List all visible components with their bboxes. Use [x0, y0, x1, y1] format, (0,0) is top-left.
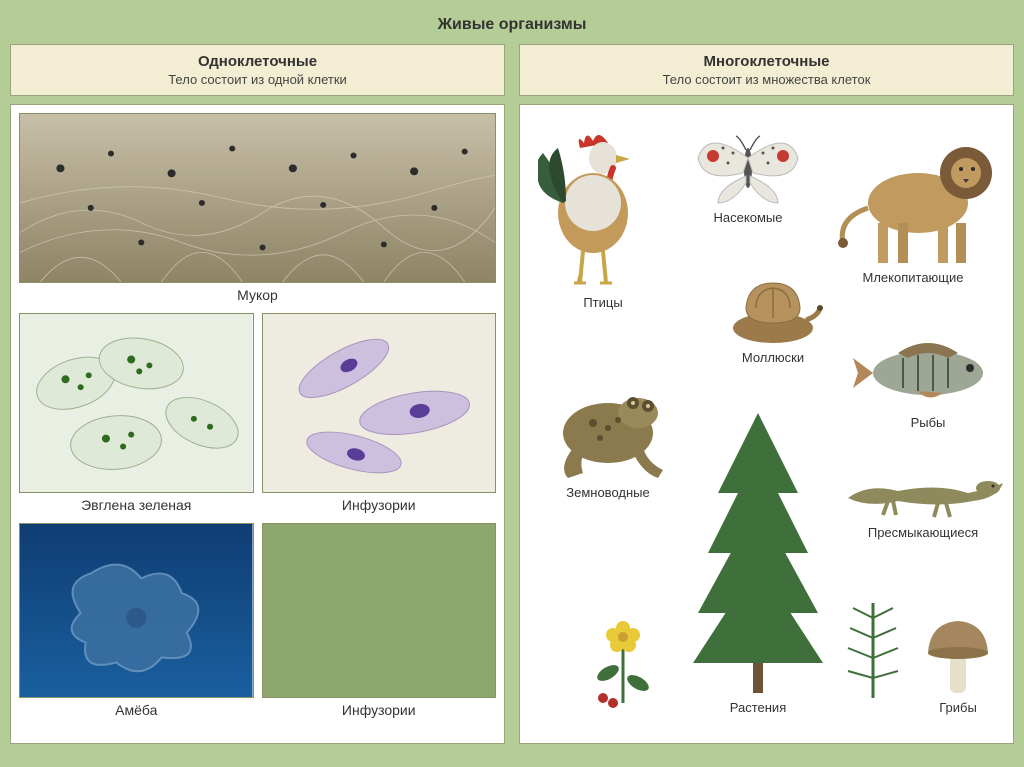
organism-flower	[583, 603, 663, 713]
infusoria-image	[262, 313, 497, 493]
left-header-title: Одноклеточные	[19, 53, 496, 70]
fish-icon	[848, 333, 1008, 413]
panel-amoeba: Амёба	[19, 523, 254, 722]
left-header-subtitle: Тело состоит из одной клетки	[19, 72, 496, 87]
organisms-scene: Птицы Насе	[528, 113, 1005, 735]
infusoria-label: Инфузории	[262, 493, 497, 517]
euglena-image	[19, 313, 254, 493]
organism-birds: Птицы	[538, 123, 668, 310]
reptiles-label: Пресмыкающиеся	[868, 525, 978, 540]
infusoria-2-label: Инфузории	[262, 698, 497, 722]
amoeba-image	[19, 523, 254, 698]
column-unicellular: Одноклеточные Тело состоит из одной клет…	[10, 44, 505, 744]
right-header-subtitle: Тело состоит из множества клеток	[528, 72, 1005, 87]
lizard-icon	[838, 463, 1008, 523]
organism-plants: Растения	[668, 403, 848, 715]
rooster-icon	[538, 123, 668, 293]
panel-mucor: Мукор	[19, 113, 496, 307]
right-body: Птицы Насе	[519, 104, 1014, 744]
frog-icon	[538, 378, 678, 483]
left-header: Одноклеточные Тело состоит из одной клет…	[10, 44, 505, 96]
fungi-label: Грибы	[939, 700, 977, 715]
left-body: Мукор	[10, 104, 505, 744]
tree-icon	[668, 403, 848, 698]
organism-mammals: Млекопитающие	[828, 123, 998, 285]
mucor-image	[19, 113, 496, 283]
infusoria-2-image	[262, 523, 497, 698]
panel-euglena: Эвглена зеленая	[19, 313, 254, 517]
euglena-label: Эвглена зеленая	[19, 493, 254, 517]
mushroom-icon	[918, 613, 998, 698]
flower-icon	[583, 603, 663, 713]
insects-label: Насекомые	[714, 210, 783, 225]
butterfly-icon	[688, 128, 808, 208]
birds-label: Птицы	[583, 295, 622, 310]
amphibians-label: Земноводные	[566, 485, 649, 500]
mollusk-icon	[718, 268, 828, 348]
plants-label: Растения	[730, 700, 787, 715]
organism-fish: Рыбы	[848, 333, 1008, 430]
organism-horsetail	[838, 593, 908, 703]
panel-infusoria: Инфузории	[262, 313, 497, 517]
horsetail-icon	[838, 593, 908, 703]
mucor-label: Мукор	[19, 283, 496, 307]
organism-reptiles: Пресмыкающиеся	[838, 463, 1008, 540]
panel-infusoria-2: Инфузории	[262, 523, 497, 722]
mollusks-label: Моллюски	[742, 350, 804, 365]
amoeba-label: Амёба	[19, 698, 254, 722]
right-header-title: Многоклеточные	[528, 53, 1005, 70]
page-title: Живые организмы	[10, 10, 1014, 44]
organism-fungi: Грибы	[918, 613, 998, 715]
organism-amphibians: Земноводные	[538, 378, 678, 500]
fish-label: Рыбы	[911, 415, 946, 430]
lion-icon	[828, 123, 998, 268]
organism-mollusks: Моллюски	[718, 268, 828, 365]
right-header: Многоклеточные Тело состоит из множества…	[519, 44, 1014, 96]
mammals-label: Млекопитающие	[863, 270, 964, 285]
organism-insects: Насекомые	[688, 128, 808, 225]
column-multicellular: Многоклеточные Тело состоит из множества…	[519, 44, 1014, 744]
columns: Одноклеточные Тело состоит из одной клет…	[10, 44, 1014, 744]
